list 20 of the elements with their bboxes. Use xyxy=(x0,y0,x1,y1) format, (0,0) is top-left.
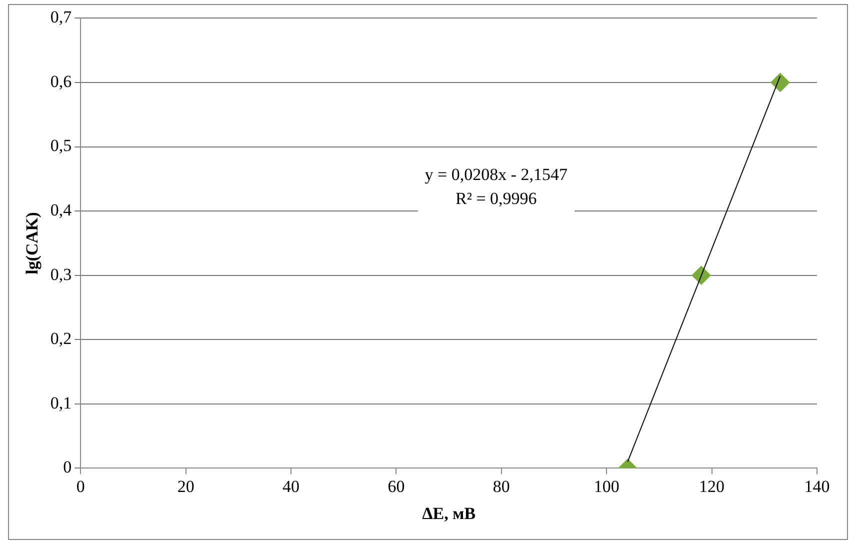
x-axis-title: ΔE, мВ xyxy=(422,504,476,524)
y-tick-label: 0,2 xyxy=(50,329,72,348)
y-tick-label: 0,4 xyxy=(50,200,72,220)
y-axis-title: lg(CAK) xyxy=(22,212,42,274)
annotation: R² = 0,9996 xyxy=(456,189,537,208)
y-tick-label: 0,1 xyxy=(50,393,72,412)
y-tick-label: 0,7 xyxy=(50,8,72,27)
x-tick-label: 0 xyxy=(76,476,85,496)
annotation: y = 0,0208x - 2,1547 xyxy=(424,165,568,184)
y-tick-label: 0 xyxy=(63,458,72,477)
x-tick-label: 80 xyxy=(492,476,510,496)
x-tick-label: 20 xyxy=(177,476,194,496)
y-tick-label: 0,6 xyxy=(50,72,72,91)
y-tick-label: 0,3 xyxy=(50,264,72,284)
x-tick-label: 140 xyxy=(804,476,830,496)
x-tick-label: 100 xyxy=(594,476,620,496)
y-tick-label: 0,5 xyxy=(50,136,72,156)
x-tick-label: 60 xyxy=(388,476,405,496)
x-tick-label: 40 xyxy=(282,476,300,496)
x-tick-label: 120 xyxy=(699,476,725,496)
